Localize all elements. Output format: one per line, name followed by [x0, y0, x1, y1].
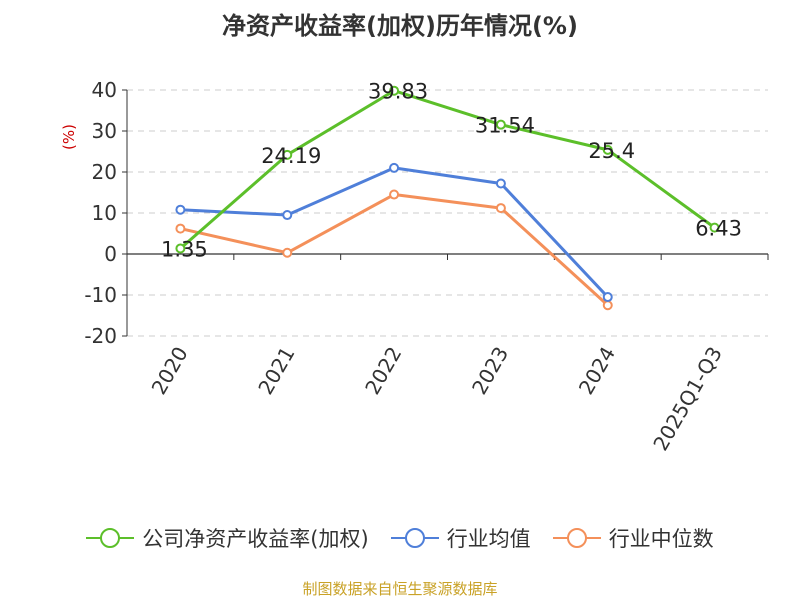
legend-marker-icon [390, 528, 439, 548]
data-point [282, 149, 293, 160]
x-tick-label: 2022 [360, 343, 406, 399]
y-tick-label: 40 [92, 78, 117, 102]
data-point [602, 292, 613, 303]
y-tick-label: -20 [84, 324, 117, 348]
data-point [495, 178, 506, 189]
data-point [389, 189, 400, 200]
data-label: 6.43 [695, 217, 742, 241]
data-point [282, 210, 293, 221]
data-point [175, 243, 186, 254]
y-tick-label: 10 [92, 201, 117, 225]
data-point [175, 204, 186, 215]
chart-legend: 公司净资产收益率(加权) 行业均值 行业中位数 [0, 520, 800, 556]
y-tick-label: 0 [104, 242, 117, 266]
legend-marker-icon [86, 528, 135, 548]
data-point [495, 203, 506, 214]
series-line [180, 193, 609, 307]
data-label: 24.19 [261, 144, 321, 168]
legend-marker-icon [552, 528, 601, 548]
y-tick-label: 30 [92, 119, 117, 143]
data-source-note: 制图数据来自恒生聚源数据库 [302, 580, 498, 598]
data-label: 25.4 [588, 139, 635, 163]
series-line [180, 166, 609, 299]
x-tick-label: 2025Q1-Q3 [648, 343, 727, 455]
legend-label: 行业中位数 [608, 527, 714, 551]
data-point [709, 222, 720, 233]
legend-label: 公司净资产收益率(加权) [142, 527, 369, 551]
y-tick-label: 20 [92, 160, 117, 184]
legend-item-company-roe[interactable]: 公司净资产收益率(加权) [86, 523, 369, 553]
data-point [389, 162, 400, 173]
legend-item-industry-mean[interactable]: 行业均值 [390, 523, 531, 553]
data-point [495, 119, 506, 130]
data-point [389, 85, 400, 96]
line-chart: 40 30 20 10 0 -10 -20 2020 2021 2022 2023 2024 2025Q… [84, 78, 769, 455]
series-line [179, 89, 716, 250]
data-label: 31.54 [475, 114, 535, 138]
x-tick-label: 2023 [467, 342, 513, 398]
data-point [282, 247, 293, 258]
legend-label: 行业均值 [446, 527, 531, 551]
data-point [602, 144, 613, 155]
data-label: 1.35 [161, 237, 208, 261]
x-tick-label: 2024 [574, 343, 620, 399]
y-tick-label: -10 [84, 283, 117, 307]
x-tick-label: 2020 [147, 343, 193, 399]
chart-title: 净资产收益率(加权)历年情况(%) [222, 12, 578, 40]
legend-item-industry-median[interactable]: 行业中位数 [552, 523, 714, 553]
x-tick-label: 2021 [253, 343, 299, 399]
data-point [175, 223, 186, 234]
data-point [602, 300, 613, 311]
data-label: 39.83 [368, 80, 428, 104]
